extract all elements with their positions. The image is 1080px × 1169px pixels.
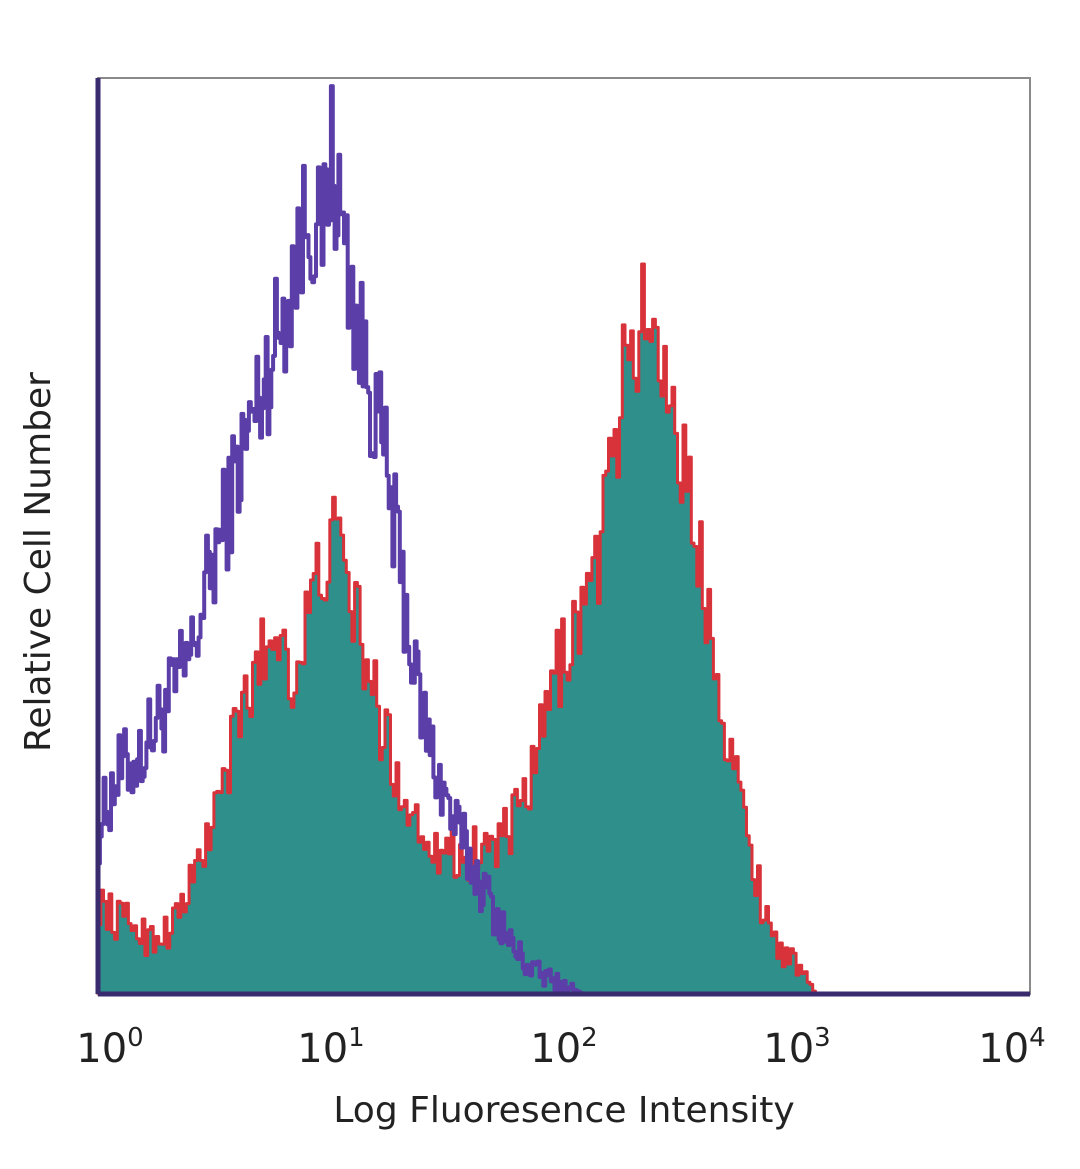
- x-tick-labels: 100 101 102 103 104: [76, 1023, 1045, 1072]
- x-tick-label: 100: [76, 1023, 143, 1072]
- x-axis-title: Log Fluoresence Intensity: [333, 1090, 794, 1131]
- x-tick-label: 104: [978, 1023, 1045, 1072]
- outline-histogram-series: [96, 84, 585, 996]
- x-tick-label: 103: [763, 1023, 830, 1072]
- x-tick-label: 102: [530, 1023, 597, 1072]
- x-tick-label: 101: [297, 1023, 364, 1072]
- y-axis-title: Relative Cell Number: [18, 372, 59, 752]
- filled-histogram-series: [96, 262, 817, 996]
- series-layer: [96, 84, 817, 996]
